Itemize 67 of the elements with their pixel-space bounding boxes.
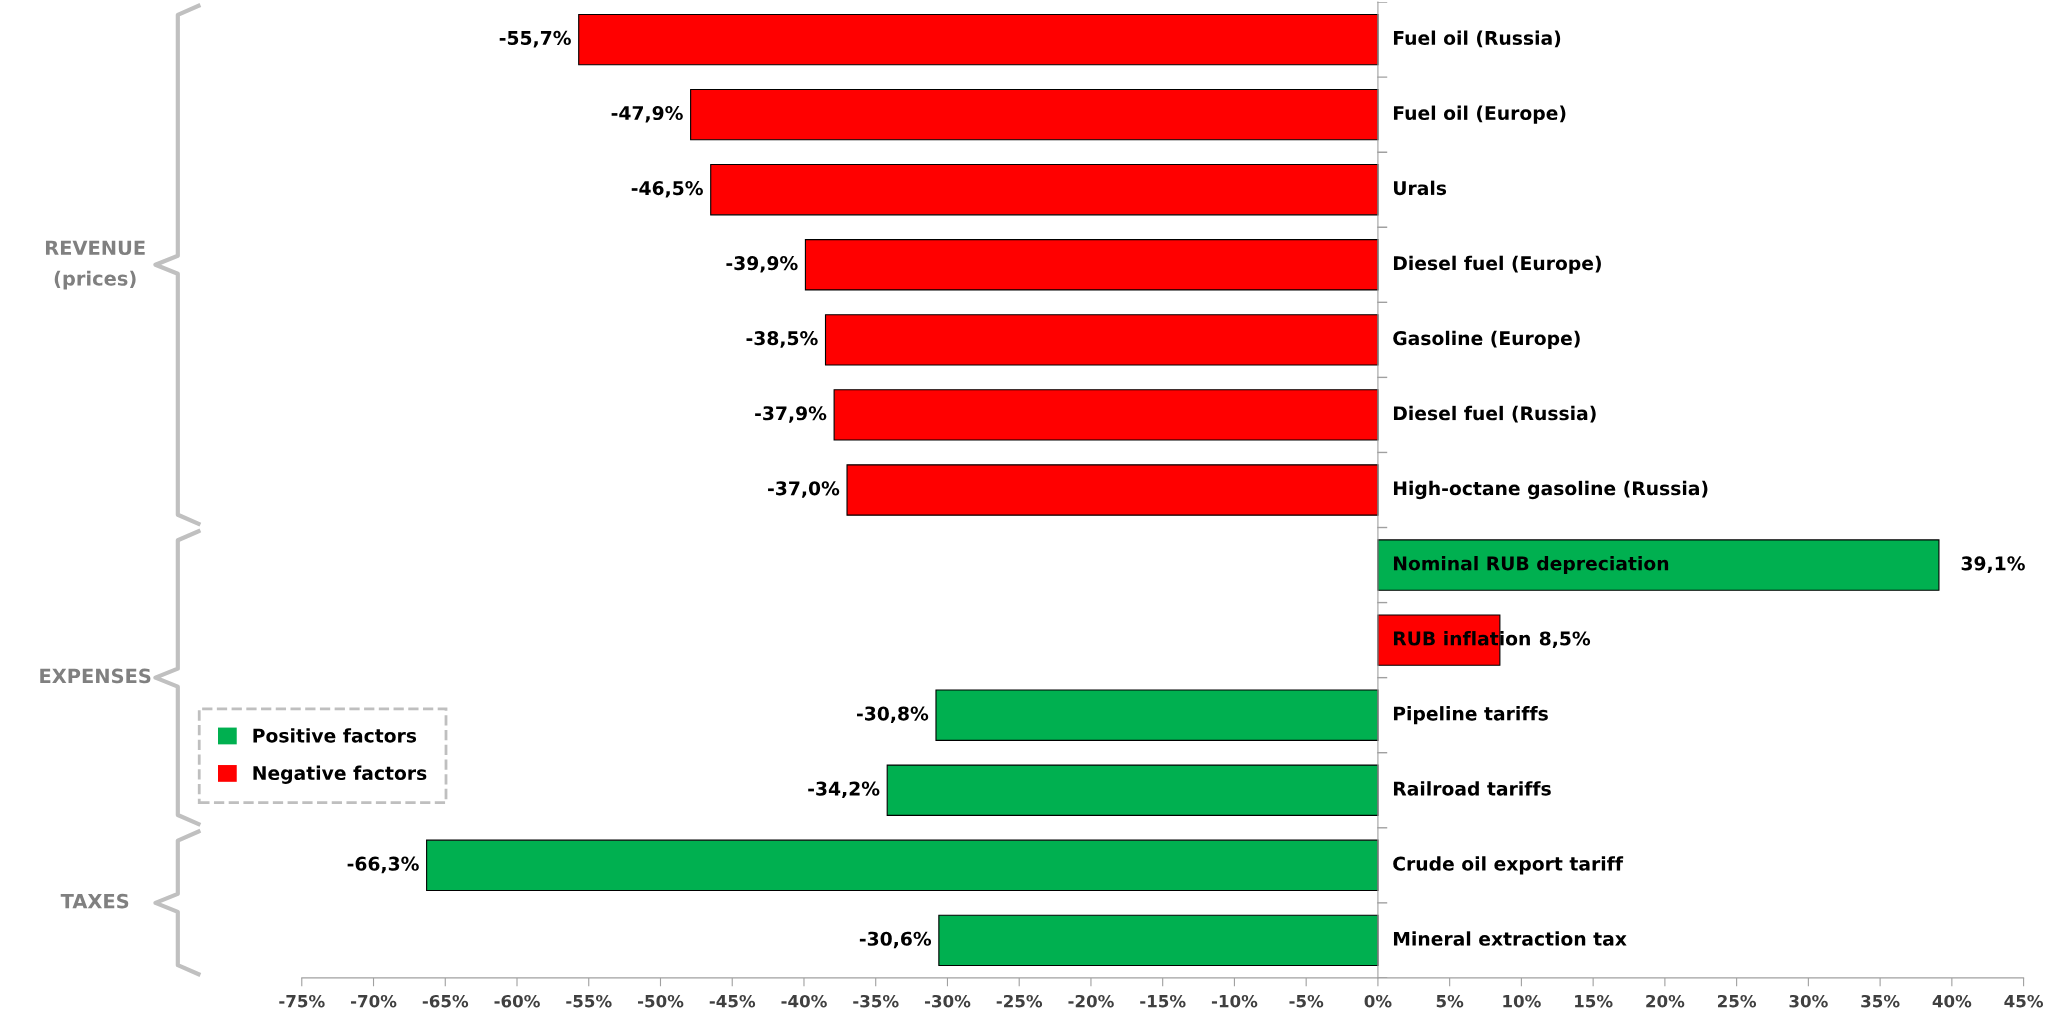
x-tick-label: -60%	[494, 994, 540, 1008]
x-tick-label: 45%	[2004, 994, 2044, 1008]
bar	[938, 914, 1379, 967]
data-label: -46,5%	[631, 180, 703, 198]
y-tick-label: Fuel oil (Russia)	[1393, 30, 1561, 48]
x-tick-label: 10%	[1503, 994, 1541, 1008]
data-label: -34,2%	[808, 781, 880, 799]
y-tick-label: Diesel fuel (Europe)	[1393, 255, 1601, 274]
x-tick-label: 15%	[1575, 994, 1613, 1008]
x-tick-label: 30%	[1789, 994, 1828, 1008]
x-tick-label: -45%	[709, 994, 756, 1008]
bar	[578, 13, 1379, 66]
x-tick-label: 20%	[1646, 994, 1685, 1008]
x-tick-label: 35%	[1861, 994, 1900, 1008]
data-label: -30,6%	[859, 931, 932, 949]
x-tick-label: -35%	[853, 994, 899, 1008]
x-tick-label: -65%	[422, 994, 469, 1008]
bar	[824, 314, 1379, 366]
bar	[846, 464, 1379, 516]
legend-label: Positive factors	[253, 728, 417, 743]
x-tick-label: 0%	[1364, 994, 1392, 1008]
y-tick-label: Pipeline tariffs	[1393, 706, 1548, 725]
y-tick-label: Gasoline (Europe)	[1393, 330, 1580, 349]
y-tick-label: High-octane gasoline (Russia)	[1393, 480, 1708, 500]
bar	[1377, 539, 1940, 591]
legend-label: Negative factors	[253, 765, 427, 784]
bar	[690, 88, 1379, 141]
x-tick-label: -55%	[566, 994, 612, 1008]
y-tick-label: Urals	[1393, 180, 1447, 196]
data-label: -37,9%	[755, 406, 827, 423]
data-label: -37,0%	[768, 481, 840, 498]
y-tick-label: Railroad tariffs	[1393, 781, 1551, 796]
bar	[426, 839, 1379, 892]
x-tick-label: 25%	[1718, 994, 1757, 1008]
data-label: 8,5%	[1539, 631, 1591, 648]
text: TAXES	[60, 893, 129, 909]
x-tick-label: -5%	[1289, 994, 1324, 1008]
x-tick-label: -25%	[996, 994, 1043, 1008]
y-tick-label: Diesel fuel (Russia)	[1393, 405, 1596, 423]
y-tick-label: Mineral extraction tax	[1393, 931, 1627, 946]
text: EXPENSES	[40, 668, 151, 684]
x-tick-label: -15%	[1140, 994, 1186, 1008]
y-tick-label: Nominal RUB depreciation	[1393, 555, 1669, 575]
bar	[935, 689, 1379, 741]
data-label: -39,9%	[726, 256, 798, 273]
bar	[886, 764, 1379, 816]
x-tick-label: -10%	[1211, 994, 1258, 1008]
bar	[710, 164, 1379, 216]
bar	[804, 239, 1379, 291]
x-tick-label: 40%	[1932, 994, 1972, 1008]
data-label: -47,9%	[611, 105, 683, 123]
y-tick-label: Fuel oil (Europe)	[1393, 105, 1566, 124]
data-label: -38,5%	[746, 331, 818, 348]
x-tick-label: -40%	[781, 994, 827, 1008]
data-label: -66,3%	[347, 856, 419, 874]
x-tick-label: -30%	[924, 994, 971, 1008]
data-label: -55,7%	[499, 30, 571, 48]
data-label: 39,1%	[1961, 556, 2025, 573]
x-tick-label: -20%	[1068, 994, 1114, 1008]
x-tick-label: -50%	[637, 994, 684, 1008]
x-tick-label: -70%	[351, 994, 397, 1008]
text: REVENUE (prices)	[45, 240, 145, 290]
x-tick-label: 5%	[1436, 994, 1464, 1008]
x-tick-label: -75%	[279, 994, 325, 1008]
data-label: -30,8%	[857, 706, 929, 724]
y-tick-label: Crude oil export tariff	[1393, 856, 1624, 875]
bar	[833, 389, 1379, 441]
